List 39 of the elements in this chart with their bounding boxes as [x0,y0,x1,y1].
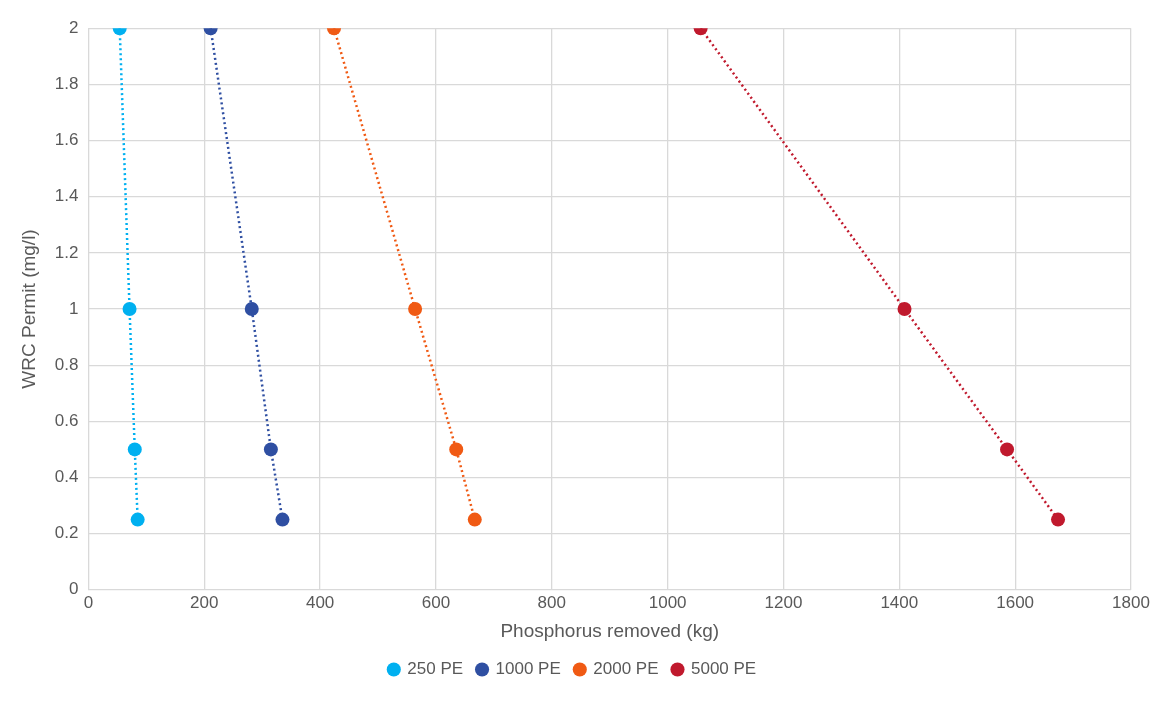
x-tick-label: 400 [305,592,335,612]
y-tick-label: 0 [68,579,79,599]
x-axis-title: Phosphorus removed (kg) [500,619,720,641]
point [897,302,912,316]
legend-label: 5000 PE [690,659,757,679]
y-tick-label: 0.4 [54,467,79,487]
y-tick-label: 1.6 [54,130,79,150]
point [1000,442,1015,457]
x-tick-label: 1200 [764,592,803,612]
point [127,442,142,457]
y-tick-label: 1.4 [54,186,79,206]
legend-label: 2000 PE [593,659,659,679]
x-tick-label: 1400 [880,592,919,612]
point [122,302,137,316]
point [1051,512,1066,527]
y-tick-label: 0.2 [54,523,79,543]
x-tick-label: 200 [190,592,219,612]
legend-label: 250 PE [407,659,464,679]
x-tick-label: 1000 [648,592,687,612]
point [263,442,278,457]
y-tick-label: 2 [68,17,79,37]
point [408,302,423,316]
x-tick-label: 600 [421,592,451,612]
y-tick-label: 0.8 [54,354,79,374]
x-tick-label: 0 [83,592,94,612]
y-axis-title: WRC Permit (mg/l) [17,229,39,389]
x-tick-label: 800 [537,592,566,612]
x-tick-label: 1600 [996,592,1035,612]
point [244,302,259,316]
y-tick-label: 1 [68,298,79,318]
point [467,512,482,527]
y-tick-label: 0.6 [54,411,79,431]
y-tick-label: 1.2 [54,242,79,262]
x-tick-label: 1800 [1112,592,1150,612]
y-tick-label: 1.8 [54,74,79,94]
point [449,442,464,457]
point [130,512,145,527]
legend-label: 1000 PE [495,659,561,679]
point [275,512,290,527]
